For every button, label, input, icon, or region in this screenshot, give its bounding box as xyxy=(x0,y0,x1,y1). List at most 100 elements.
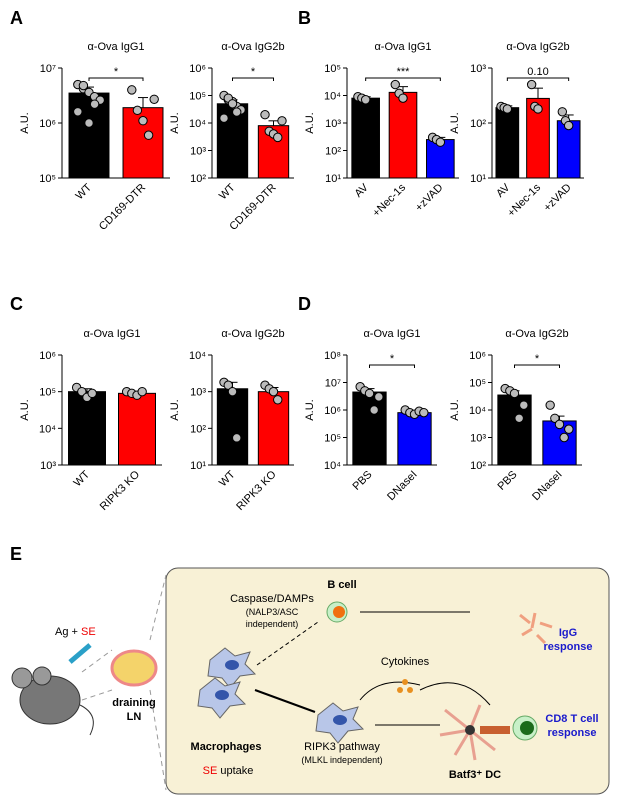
data-point xyxy=(398,93,408,103)
y-tick-label: 10³ xyxy=(190,387,206,399)
data-point xyxy=(132,105,143,116)
data-point xyxy=(227,99,238,109)
chart-title: α-Ova IgG2b xyxy=(506,41,569,53)
y-tick-label: 10⁴ xyxy=(469,405,486,417)
arrow xyxy=(359,681,421,701)
y-tick-label: 10⁴ xyxy=(39,423,56,435)
x-tick-label: +Nec-1s xyxy=(370,181,408,219)
significance-label: * xyxy=(114,66,119,78)
x-tick-label: +zVAD xyxy=(413,182,445,214)
y-axis-label: A.U. xyxy=(449,399,461,420)
data-point xyxy=(137,386,147,397)
y-tick-label: 10⁵ xyxy=(39,387,56,399)
label: (NALP3/ASC xyxy=(246,607,299,617)
cytokine xyxy=(397,679,413,693)
significance-bracket xyxy=(369,364,415,368)
x-tick-label: AV xyxy=(494,181,513,200)
label: B cell xyxy=(327,579,356,591)
connector xyxy=(149,689,167,791)
label: Cytokines xyxy=(381,656,430,668)
igg xyxy=(519,612,553,645)
x-tick-label: RIPK3 KO xyxy=(234,468,279,513)
data-point xyxy=(364,388,375,399)
y-tick-label: 10⁵ xyxy=(324,433,341,445)
x-tick-label: AV xyxy=(353,181,372,200)
y-tick-label: 10¹ xyxy=(190,460,206,472)
significance-bracket xyxy=(514,364,560,368)
label: response xyxy=(544,641,593,653)
y-tick-label: 10⁸ xyxy=(324,350,341,362)
y-tick-label: 10⁶ xyxy=(469,350,486,362)
data-point xyxy=(73,107,83,117)
bar xyxy=(257,391,290,466)
bar xyxy=(388,91,418,179)
arrow xyxy=(256,621,319,666)
significance-bracket xyxy=(232,77,274,81)
y-axis-label: A.U. xyxy=(19,399,31,420)
y-tick-label: 10² xyxy=(190,423,206,435)
y-tick-label: 10⁴ xyxy=(324,91,341,103)
label: Ag + SE xyxy=(55,626,96,638)
y-tick-label: 10⁶ xyxy=(39,118,56,130)
data-point xyxy=(149,94,159,104)
connector xyxy=(81,689,113,701)
x-tick-label: WT xyxy=(217,468,238,489)
label: draining xyxy=(112,697,155,709)
x-tick-label: +zVAD xyxy=(541,182,573,214)
x-tick-label: WT xyxy=(72,468,93,489)
b-cell-nucleus xyxy=(333,606,345,618)
x-tick-label: +Nec-1s xyxy=(505,181,543,219)
y-tick-label: 10³ xyxy=(325,118,341,130)
y-tick-label: 10¹ xyxy=(470,173,486,185)
y-tick-label: 10¹ xyxy=(325,173,341,185)
x-tick-label: PBS xyxy=(351,469,375,493)
bar xyxy=(495,107,520,179)
y-axis-label: A.U. xyxy=(449,112,461,133)
data-point xyxy=(419,407,429,418)
y-axis-label: A.U. xyxy=(304,399,316,420)
chart-title: α-Ova IgG1 xyxy=(374,41,431,53)
bar xyxy=(216,388,249,466)
chart-title: α-Ova IgG2b xyxy=(221,328,284,340)
label: Batf3⁺ DC xyxy=(449,769,501,781)
label: LN xyxy=(127,711,142,723)
data-point xyxy=(273,132,283,143)
data-point xyxy=(277,116,287,126)
y-tick-label: 10² xyxy=(190,173,206,185)
significance-label: * xyxy=(251,66,256,78)
y-tick-label: 10² xyxy=(470,118,486,130)
bar xyxy=(68,391,106,466)
y-tick-label: 10⁵ xyxy=(469,378,486,390)
panel-label: B xyxy=(298,8,311,28)
chart-title: α-Ova IgG1 xyxy=(363,328,420,340)
x-tick-label: CD169-DTR xyxy=(97,182,148,233)
label: Caspase/DAMPs xyxy=(230,593,314,605)
panel-label: E xyxy=(10,544,22,564)
y-tick-label: 10⁵ xyxy=(39,173,56,185)
y-tick-label: 10⁶ xyxy=(324,405,341,417)
y-tick-label: 10³ xyxy=(40,460,56,472)
y-axis-label: A.U. xyxy=(169,399,181,420)
significance-bracket xyxy=(506,77,570,81)
data-point xyxy=(533,104,543,114)
x-tick-label: DNaseI xyxy=(385,469,419,503)
label: SE uptake xyxy=(203,765,254,777)
bar xyxy=(351,97,380,179)
data-point xyxy=(435,137,446,147)
data-point xyxy=(545,400,555,410)
nucleus xyxy=(215,690,229,700)
data-point xyxy=(78,80,89,91)
y-tick-label: 10⁷ xyxy=(40,63,56,75)
arrow xyxy=(254,689,316,713)
data-point xyxy=(232,433,242,443)
y-tick-label: 10⁶ xyxy=(189,63,206,75)
data-point xyxy=(219,113,229,123)
data-point xyxy=(390,79,400,90)
label: CD8 T cell xyxy=(545,713,598,725)
y-tick-label: 10² xyxy=(470,460,486,472)
t-cell-nucleus xyxy=(520,721,534,735)
data-point xyxy=(559,432,569,443)
data-point xyxy=(84,118,94,128)
data-point xyxy=(89,99,100,109)
